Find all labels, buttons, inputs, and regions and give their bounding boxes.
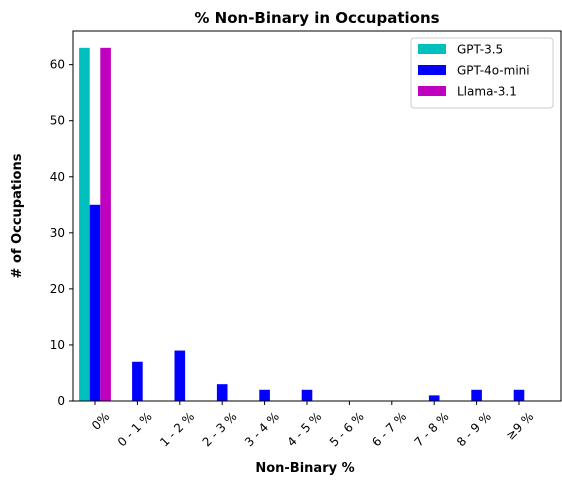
bar-gpt-4o-mini-4 [259, 389, 270, 401]
y-tick-label: 20 [50, 282, 65, 296]
bar-gpt-4o-mini-0 [89, 204, 101, 401]
legend-swatch [418, 86, 446, 96]
legend-box [410, 37, 554, 109]
x-tick-label: 1 - 2 % [157, 409, 197, 449]
x-tick-label: 6 - 7 % [369, 409, 409, 449]
y-axis: 0 10 20 30 40 50 60 [50, 58, 73, 408]
legend-swatch [418, 44, 446, 54]
y-tick-label: 60 [50, 58, 65, 72]
x-tick-label: 0% [89, 409, 112, 432]
bar-gpt-4o-mini-10 [513, 389, 525, 401]
y-tick-label: 30 [50, 226, 65, 240]
bars-group [79, 47, 525, 401]
y-tick-label: 40 [50, 170, 65, 184]
bar-gpt-4o-mini-5 [301, 389, 313, 401]
x-tick-label: ≥9 % [503, 409, 536, 442]
bar-gpt-4o-mini-8 [428, 395, 440, 401]
bar-llama-3-1-0 [100, 47, 111, 401]
x-tick-label: 5 - 6 % [327, 409, 367, 449]
plot-frame [72, 30, 562, 402]
bar-gpt-4o-mini-1 [132, 361, 143, 401]
x-tick-label: 0 - 1 % [115, 409, 155, 449]
chart-title: % Non-Binary in Occupations [194, 9, 439, 27]
y-axis-label: # of Occupations [10, 153, 25, 278]
x-axis: 0% 0 - 1 % 1 - 2 % 2 - 3 % 3 - 4 % 4 - 5 % 5 -… [89, 401, 536, 449]
legend-label: GPT-3.5 [457, 43, 503, 57]
legend: GPT-3.5 GPT-4o-mini Llama-3.1 [410, 37, 554, 109]
legend-label: GPT-4o-mini [457, 64, 530, 78]
bar-gpt-3-5-0 [79, 47, 90, 401]
y-tick-label: 0 [57, 394, 65, 408]
x-tick-label: 4 - 5 % [284, 409, 324, 449]
x-tick-label: 7 - 8 % [412, 409, 452, 449]
bar-gpt-4o-mini-9 [471, 389, 482, 401]
x-tick-label: 2 - 3 % [200, 409, 240, 449]
x-axis-label: Non-Binary % [255, 461, 354, 476]
x-tick-label: 8 - 9 % [454, 409, 494, 449]
bar-gpt-4o-mini-3 [216, 384, 228, 401]
legend-label: Llama-3.1 [457, 85, 517, 99]
y-tick-label: 10 [50, 338, 65, 352]
legend-swatch [418, 65, 446, 75]
bar-gpt-4o-mini-2 [174, 350, 186, 401]
y-tick-label: 50 [50, 114, 65, 128]
x-tick-label: 3 - 4 % [242, 409, 282, 449]
